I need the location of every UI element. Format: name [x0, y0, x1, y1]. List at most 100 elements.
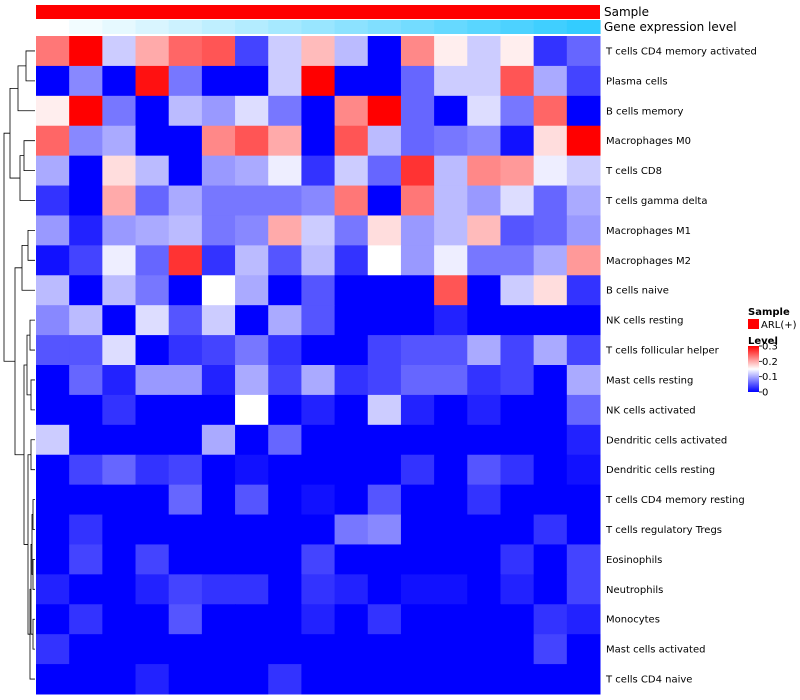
dendrogram-branch [32, 499, 35, 530]
row-label: Dendritic cells activated [606, 435, 727, 446]
heatmap-cell [69, 634, 103, 665]
heatmap-cell [334, 424, 369, 456]
heatmap-cell [533, 574, 568, 605]
heatmap-cell [36, 335, 70, 366]
heatmap-cell [434, 245, 468, 276]
heatmap-cell [434, 574, 468, 605]
heatmap-cell [500, 155, 535, 187]
heatmap-cell [301, 125, 336, 157]
heatmap-cell [533, 185, 568, 216]
heatmap-cell [268, 574, 302, 605]
heatmap-cell [301, 394, 336, 426]
heatmap-cell [168, 95, 203, 127]
heatmap-cell [533, 335, 568, 366]
heatmap-cell [500, 335, 535, 366]
heatmap-cell [235, 454, 269, 486]
row-label: Mast cells activated [606, 645, 705, 656]
heatmap-cell [400, 664, 435, 695]
heatmap-cell [566, 275, 601, 306]
heatmap-cell [533, 215, 568, 246]
heatmap-cell [566, 365, 601, 396]
heatmap-cell [135, 65, 170, 97]
heatmap-cell [235, 604, 269, 635]
heatmap-cell [235, 335, 269, 366]
heatmap-cell [168, 36, 203, 67]
heatmap-cell [36, 484, 70, 516]
legend-sample-swatch [748, 319, 759, 329]
row-labels: T cells CD4 memory activated Plasma cells… [605, 46, 757, 685]
heatmap-cell [36, 394, 70, 426]
heatmap-cell [467, 574, 501, 605]
heatmap-cell [102, 365, 137, 396]
heatmap-cell [467, 514, 501, 545]
row-label: Macrophages M1 [606, 226, 691, 237]
heatmap-cell [102, 664, 137, 695]
heatmap-cell [36, 275, 70, 306]
heatmap-cell [566, 484, 601, 516]
heatmap-cell [36, 634, 70, 665]
heatmap-cell [400, 125, 435, 157]
heatmap-cell [135, 574, 170, 605]
row-label: T cells CD8 [605, 166, 662, 177]
heatmap-cell [168, 634, 203, 665]
legend-ticks: 0.3 0.2 0.1 0 [759, 342, 778, 399]
heatmap-cell [69, 664, 103, 695]
heatmap-cell [135, 664, 170, 695]
heatmap-cell [102, 604, 137, 635]
heatmap-cell [235, 424, 269, 456]
heatmap-cell [533, 424, 568, 456]
heatmap-cell [36, 604, 70, 635]
heatmap-cell [566, 454, 601, 486]
heatmap-cell [434, 275, 468, 306]
heatmap-cell [467, 604, 501, 635]
heatmap-cell [102, 484, 137, 516]
heatmap-cell [69, 65, 103, 97]
dendrogram-branch [23, 140, 35, 171]
dendrogram-branch [17, 65, 35, 112]
heatmap-cell [268, 514, 302, 545]
annotation-expression-cell [36, 20, 70, 34]
heatmap-cell [533, 245, 568, 276]
heatmap-cell [434, 544, 468, 575]
row-label: T cells CD4 memory activated [605, 46, 757, 57]
heatmap-cell [301, 544, 336, 575]
heatmap-cell [500, 245, 535, 276]
row-label: NK cells activated [606, 405, 696, 416]
heatmap-cell [500, 65, 535, 97]
heatmap-cell [168, 454, 203, 486]
heatmap-cell [301, 604, 336, 635]
heatmap-cell [334, 95, 369, 127]
heatmap-cell [400, 574, 435, 605]
heatmap-cell [400, 275, 435, 306]
heatmap-cell [235, 544, 269, 575]
heatmap-cell [268, 125, 302, 157]
heatmap-cell [69, 275, 103, 306]
heatmap-cell [367, 574, 402, 605]
heatmap-cell [69, 305, 103, 336]
row-label: Macrophages M0 [606, 136, 691, 147]
annotation-label-gene-expression: Gene expression level [604, 20, 737, 34]
heatmap-cell [168, 335, 203, 366]
heatmap-cell [168, 155, 203, 187]
heatmap-cell [36, 514, 70, 545]
heatmap-cell [533, 484, 568, 516]
heatmap-cell [367, 125, 402, 157]
row-label: Dendritic cells resting [606, 465, 715, 476]
heatmap-cell [201, 125, 236, 157]
legend-level-title: Level [748, 336, 778, 347]
heatmap-cell [467, 185, 501, 216]
dendrogram-branch [27, 454, 31, 635]
heatmap-cell [69, 544, 103, 575]
heatmap-cell [301, 65, 336, 97]
dendrogram-branch [25, 50, 35, 82]
heatmap-cell [135, 454, 170, 486]
heatmap-cell [135, 365, 170, 396]
heatmap-cell [201, 424, 236, 456]
heatmap-cell [434, 215, 468, 246]
heatmap-cell [235, 574, 269, 605]
annotation-expression-cell [566, 20, 601, 34]
heatmap-cell [467, 95, 501, 127]
heatmap-cell [434, 155, 468, 187]
heatmap-cell [201, 664, 236, 695]
heatmap-cell [268, 365, 302, 396]
